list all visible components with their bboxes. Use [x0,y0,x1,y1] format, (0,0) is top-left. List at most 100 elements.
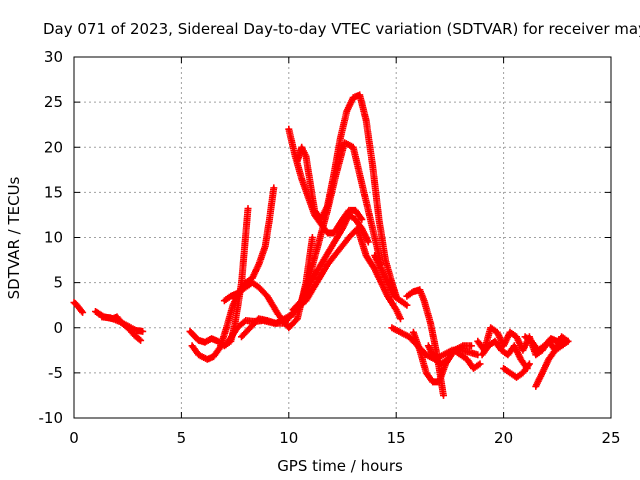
data-point [317,240,321,244]
data-point [188,329,192,333]
data-point [351,96,355,100]
data-point [366,240,370,244]
data-point [562,337,566,341]
data-point [205,357,209,361]
data-point [429,321,433,325]
series-track-2 [92,308,145,344]
series-markers [92,308,145,344]
data-point [326,231,329,235]
data-point [212,355,216,359]
series-track-11 [289,139,385,314]
data-point [313,208,317,212]
data-point [304,154,308,158]
data-point [364,118,368,122]
x-tick-label: 0 [69,429,79,447]
data-point [392,294,396,298]
data-point [353,208,357,212]
data-point [300,177,304,181]
data-point [540,371,544,375]
data-point [341,227,344,230]
data-point [332,231,336,235]
data-point [233,321,237,325]
data-point [94,310,97,313]
data-point [306,195,310,199]
data-point [480,353,484,357]
y-tick-label: -5 [48,364,63,382]
data-point [287,127,291,131]
data-point [334,172,338,176]
data-point [330,245,334,248]
data-point [442,353,445,357]
data-point [502,366,506,370]
data-point [134,329,138,332]
data-point [375,245,379,248]
data-point [326,208,329,212]
data-point [386,281,390,285]
data-point [390,281,394,285]
data-point [308,272,312,276]
y-axis-label: SDTVAR / TECUs [5,176,23,299]
x-tick-label: 15 [387,429,406,447]
data-point [109,316,112,320]
data-point [310,236,314,239]
data-point [210,337,213,341]
data-point [547,357,551,361]
data-point [257,285,261,289]
data-point [377,217,381,221]
data-point [276,312,280,316]
y-tick-label: -10 [39,409,64,427]
data-point [515,375,518,379]
series-track-21 [521,333,568,354]
x-tick-label: 20 [494,429,513,447]
data-point [78,308,82,312]
data-point [534,353,538,357]
data-point [341,217,344,221]
data-point [515,335,518,339]
y-tick-label: 10 [44,229,63,247]
data-point [117,319,121,323]
data-point [530,339,533,343]
data-point [287,326,291,330]
data-point [411,330,415,334]
data-point [315,281,319,285]
data-point [534,384,538,388]
data-point [379,267,383,271]
data-point [358,93,362,97]
data-point [248,326,252,330]
data-point [283,317,286,321]
data-point [229,294,233,298]
data-point [291,312,295,316]
data-point [81,310,85,314]
data-point [566,339,570,343]
data-point [476,339,480,343]
data-point [407,335,411,339]
data-point [141,329,145,333]
grid-lines [74,57,611,418]
data-point [197,353,201,357]
data-point [452,348,456,352]
data-point [338,136,342,140]
data-marks [70,91,572,399]
data-point [244,319,248,322]
data-point [446,357,450,361]
y-tick-label: 30 [44,48,63,66]
data-point [274,321,278,325]
data-point [244,285,248,289]
data-point [244,281,248,285]
data-point [418,348,422,352]
data-point [283,321,286,325]
data-point [360,227,364,230]
data-point [536,348,540,352]
y-tick-label: 25 [44,93,63,111]
data-point [351,145,355,149]
data-point [227,339,231,343]
data-point [347,236,351,239]
data-point [521,371,525,375]
data-point [512,344,516,348]
data-point [326,263,329,267]
data-point [424,371,428,375]
data-point [72,301,76,304]
data-point [291,308,295,312]
data-point [527,362,531,366]
